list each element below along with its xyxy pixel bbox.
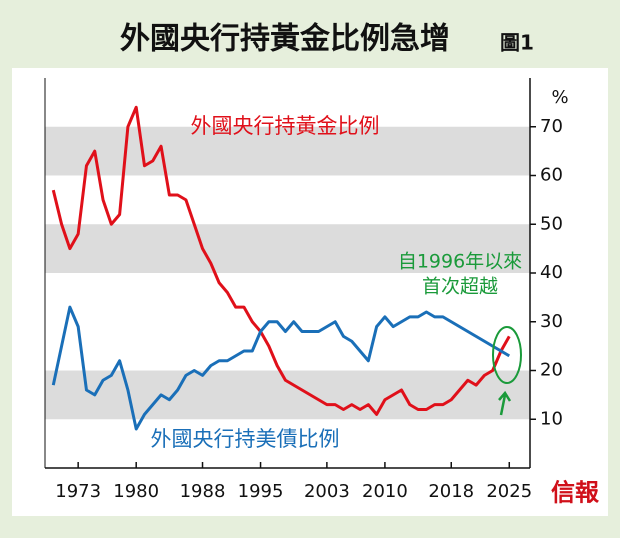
band <box>45 224 530 273</box>
y-tick-label: 10 <box>540 408 563 429</box>
y-tick-label: 40 <box>540 262 563 283</box>
y-tick-label: 30 <box>540 311 563 332</box>
arrow <box>498 390 512 416</box>
y-tick-label: 60 <box>540 165 563 186</box>
figure-label: 圖1 <box>500 31 534 55</box>
highlight-ring <box>492 326 522 384</box>
annotation: 自1996年以來 <box>398 251 522 273</box>
x-tick-label: 1973 <box>55 481 101 502</box>
series-label: 外國央行持美債比例 <box>151 427 340 451</box>
y-tick-label: 70 <box>540 116 563 137</box>
x-tick-label: 2010 <box>362 481 408 502</box>
x-tick-label: 1988 <box>180 481 226 502</box>
x-tick-label: 2003 <box>304 481 350 502</box>
y-unit: % <box>551 87 568 108</box>
annotation: 首次超越 <box>422 276 498 298</box>
series-line <box>51 305 511 431</box>
source-logo: 信報 <box>551 479 600 507</box>
x-tick-label: 2025 <box>486 481 532 502</box>
chart-title: 外國央行持黃金比例急增 <box>120 22 450 57</box>
x-tick-label: 2018 <box>428 481 474 502</box>
x-tick-label: 1995 <box>238 481 284 502</box>
series-line <box>51 105 511 416</box>
y-tick-label: 20 <box>540 360 563 381</box>
series-label: 外國央行持黃金比例 <box>191 114 380 138</box>
y-tick-label: 50 <box>540 213 563 234</box>
x-tick-label: 1980 <box>113 481 159 502</box>
